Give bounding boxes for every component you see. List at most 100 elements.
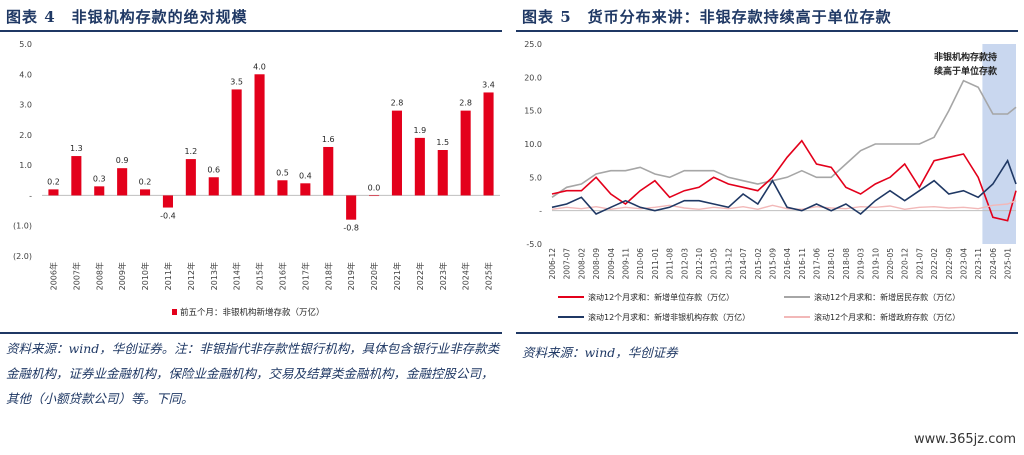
x-tick-label: 2013年 [209, 262, 219, 290]
x-tick-label: 2007-07 [563, 248, 572, 280]
bar-data-label: 2.8 [459, 99, 472, 108]
bar-data-label: 1.5 [436, 138, 449, 147]
y-tick-label: (2.0) [13, 252, 32, 261]
x-tick-label: 2011年 [163, 262, 173, 290]
x-tick-label: 2012年 [186, 262, 196, 290]
x-tick-label: 2014-07 [739, 248, 748, 280]
bar [300, 183, 311, 196]
y-tick-label: -5.0 [526, 240, 542, 249]
x-tick-label: 2025年 [484, 262, 494, 290]
legend-swatch [172, 309, 177, 315]
x-tick-label: 2020-12 [901, 248, 910, 280]
x-tick-label: 2008-09 [592, 248, 601, 280]
bar-data-label: 0.3 [93, 174, 106, 183]
x-tick-label: 2023-04 [960, 248, 969, 280]
bar [483, 92, 494, 196]
right-figure-title: 图表 5 货币分布来讲：非银存款持续高于单位存款 [522, 8, 892, 26]
x-tick-label: 2008-02 [577, 248, 586, 280]
x-tick-label: 2011-08 [666, 248, 675, 280]
bar [346, 195, 357, 220]
x-tick-label: 2016-11 [798, 248, 807, 280]
x-tick-label: 2017年 [300, 262, 310, 290]
bar-data-label: 1.2 [184, 147, 197, 156]
x-tick-label: 2010-06 [636, 248, 645, 280]
x-tick-label: 2014年 [232, 262, 242, 290]
y-tick-label: 15.0 [524, 107, 542, 116]
x-tick-label: 2019年 [346, 262, 356, 290]
bar-data-label: -0.4 [160, 212, 176, 221]
y-tick-label: - [539, 207, 542, 216]
bar [254, 74, 265, 196]
left-source-note: 资料来源：wind，华创证券。注：非银指代非存款性银行机构，具体包含银行业非存款… [6, 341, 500, 406]
bar-data-label: 2.8 [391, 99, 404, 108]
bar [94, 186, 105, 196]
left-bar-chart: 5.0 4.0 3.0 2.0 1.0 - (1.0) (2.0) 0.2 2006年 1.3 200… [13, 40, 500, 318]
right-title-rule [516, 30, 1018, 32]
y-tick-label: 1.0 [19, 161, 32, 170]
y-tick-label: 25.0 [524, 40, 542, 49]
x-tick-label: 2018-08 [842, 248, 851, 280]
x-tick-label: 2006-12 [548, 248, 557, 280]
y-tick-label: 4.0 [19, 70, 32, 79]
bar [437, 150, 448, 196]
x-tick-label: 2016年 [277, 262, 287, 290]
x-tick-label: 2007年 [71, 262, 81, 290]
legend-label: 滚动12个月求和：新增单位存款（万亿） [588, 292, 734, 302]
x-tick-label: 2015-09 [768, 248, 777, 280]
bar [391, 110, 402, 196]
bar-data-label: 3.4 [482, 80, 495, 89]
x-tick-label: 2008年 [94, 262, 104, 290]
x-tick-label: 2013-12 [724, 248, 733, 280]
series-line [551, 200, 1017, 211]
x-tick-label: 2020-05 [886, 248, 895, 280]
legend-label: 滚动12个月求和：新增非银机构存款（万亿） [588, 312, 750, 322]
bar-data-label: 0.0 [368, 183, 381, 192]
x-tick-label: 2022-09 [945, 248, 954, 280]
bar-data-label: 3.5 [230, 77, 243, 86]
bar-data-label: 1.6 [322, 135, 335, 144]
bar-data-label: 0.5 [276, 168, 289, 177]
bar [369, 195, 380, 197]
x-tick-label: 2021年 [392, 262, 402, 290]
x-tick-label: 2012-10 [695, 248, 704, 280]
y-tick-label: 3.0 [19, 101, 32, 110]
right-line-chart: 25.0 20.0 15.0 10.0 5.0 - -5.0 2006-12 2007-07 20… [524, 40, 1017, 322]
x-tick-label: 2017-06 [813, 248, 822, 280]
bar [48, 189, 59, 196]
x-tick-label: 2015年 [255, 262, 265, 290]
y-tick-label: 10.0 [524, 140, 542, 149]
y-tick-label: (1.0) [13, 222, 32, 231]
bar-data-label: 0.9 [116, 156, 129, 165]
x-tick-label: 2020年 [369, 262, 379, 290]
legend-label: 滚动12个月求和：新增居民存款（万亿） [814, 292, 960, 302]
annotation-text-line1: 非银机构存款持 [934, 51, 997, 63]
legend-label: 前五个月：非银机构新增存款（万亿） [180, 307, 325, 318]
watermark: www.365jz.com [914, 432, 1016, 447]
x-tick-label: 2009年 [117, 262, 127, 290]
x-tick-label: 2010年 [140, 262, 150, 290]
x-tick-label: 2011-01 [651, 248, 660, 280]
series-line [551, 158, 1017, 216]
bar-data-label: -0.8 [343, 224, 359, 233]
bar-data-label: 4.0 [253, 62, 266, 71]
annotation-text-line2: 续高于单位存款 [934, 65, 998, 77]
bar [460, 110, 471, 196]
x-tick-label: 2015-02 [754, 248, 763, 280]
x-tick-label: 2025-01 [1004, 248, 1013, 280]
x-tick-label: 2018年 [323, 262, 333, 290]
y-tick-label: 20.0 [524, 73, 542, 82]
bar-data-label: 0.2 [47, 177, 60, 186]
left-title-rule [0, 30, 502, 32]
x-tick-label: 2013-05 [710, 248, 719, 280]
y-tick-label: - [29, 191, 32, 200]
bar [277, 180, 288, 196]
left-source-rule [0, 332, 502, 334]
bar [185, 159, 196, 196]
bar-data-label: 0.2 [139, 177, 152, 186]
x-tick-label: 2006年 [48, 262, 58, 290]
right-source-note: 资料来源：wind，华创证券 [522, 345, 678, 360]
right-figure-panel: 图表 5 货币分布来讲：非银存款持续高于单位存款 25.0 20.0 15.0 10.… [516, 0, 1024, 455]
bar [323, 146, 334, 196]
x-tick-label: 2012-03 [680, 248, 689, 280]
y-tick-label: 5.0 [529, 173, 542, 182]
